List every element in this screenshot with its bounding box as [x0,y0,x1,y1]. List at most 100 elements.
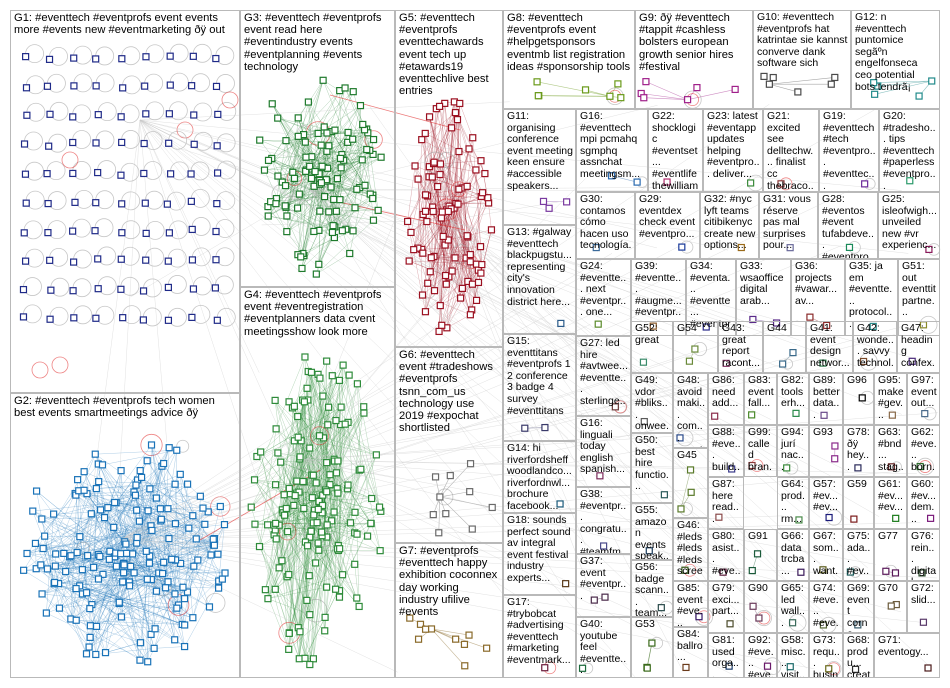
group-box-g85: G85: event #eve... [673,581,708,627]
graph-node [47,286,55,294]
graph-node [272,519,280,527]
edge-layer [23,43,941,678]
graph-node [438,321,446,329]
graph-node [477,269,485,277]
graph-node [95,478,103,486]
graph-node [332,207,340,215]
graph-node [375,503,384,511]
graph-node [148,526,156,535]
graph-node [369,194,377,203]
graph-node [614,80,622,88]
graph-node [728,465,736,473]
graph-node [42,609,50,617]
graph-node [649,322,657,330]
graph-node [44,229,52,237]
group-box-g66: G66: data trcba... [777,529,809,581]
graph-node [250,476,259,484]
graph-node [212,256,220,264]
node-layer [19,52,936,673]
graph-node [320,192,329,201]
graph-node [792,409,800,417]
graph-node [435,529,443,537]
group-label: G95: make #gev... [878,374,904,421]
graph-node [133,533,141,542]
graph-node [215,584,223,592]
group-label: G87: here read... [712,478,739,525]
graph-node [69,138,77,147]
graph-node [213,200,221,208]
graph-node [541,423,549,432]
graph-node [353,530,361,538]
group-box-g8: G8: #eventtech #eventprofs event #helpge… [503,10,635,109]
group-box-g72: G72: slid... [907,581,940,633]
graph-node [788,619,797,627]
group-box-g68: G68: produ... creati... [843,633,874,678]
group-box-g11: G11: organising conference event meeting… [503,109,576,225]
graph-node [307,368,316,376]
graph-node [140,169,148,178]
graph-node [466,311,474,319]
graph-node [117,467,125,475]
graph-node [257,448,265,456]
group-label: G79: exci... part... [712,582,740,618]
graph-node [451,254,459,262]
group-box-g13: G13: #galway #eventtech blackpugstu... r… [503,225,576,334]
graph-node [281,182,290,190]
graph-node [748,566,756,575]
graph-node [430,287,439,295]
group-box-g2: G2: #eventtech #eventprofs tech women be… [10,393,240,678]
graph-node [642,78,650,86]
graph-node [590,596,598,604]
graph-node [541,664,549,672]
group-label: G47: heading confex... next... [901,322,935,372]
group-box-g19: G19: #eventtech #tech #eventpro... #even… [819,109,879,192]
graph-node [214,110,222,119]
graph-node [453,116,462,124]
group-label: G93 [813,426,833,438]
graph-node [854,621,862,629]
graph-node [214,550,222,558]
graph-node [448,267,456,275]
graph-node [926,514,935,522]
graph-node [772,319,781,327]
graph-node [158,569,167,578]
graph-node [152,494,160,502]
graph-node [295,190,303,198]
graph-node [916,462,924,471]
graph-node [423,217,431,226]
graph-node [882,567,890,575]
graph-node [578,664,587,672]
graph-node [312,479,320,487]
graph-node [314,129,322,138]
graph-node [428,173,436,181]
graph-node [695,613,703,621]
graph-node [436,493,444,501]
graph-node [168,555,176,563]
graph-node [92,314,100,322]
group-box-g10: G10: #eventtech #eventprofs hat katrinta… [753,10,851,109]
graph-node [858,394,866,402]
graph-node [274,449,282,457]
graph-node [139,316,147,324]
graph-node [349,88,357,96]
group-box-g23: G23: latest #eventapp updates helping #e… [703,109,763,192]
graph-node [264,156,273,164]
graph-node [271,396,279,405]
graph-node [115,598,123,606]
graph-node [185,524,193,532]
group-label: G16: linguali today english spanish... [580,417,625,476]
graph-node [315,260,323,268]
graph-node [142,547,150,555]
graph-node [21,257,30,265]
graph-node [472,296,481,305]
graph-node [601,593,609,601]
graph-node [451,109,460,117]
graph-node [309,471,317,479]
graph-node [183,588,192,596]
group-label: G49: vdor #bliks... onwee... [635,374,669,433]
graph-node [681,566,689,574]
group-box-g45: G45 [673,448,708,518]
graph-node [19,285,28,294]
group-label: G56: badge scann... team... [635,561,669,617]
